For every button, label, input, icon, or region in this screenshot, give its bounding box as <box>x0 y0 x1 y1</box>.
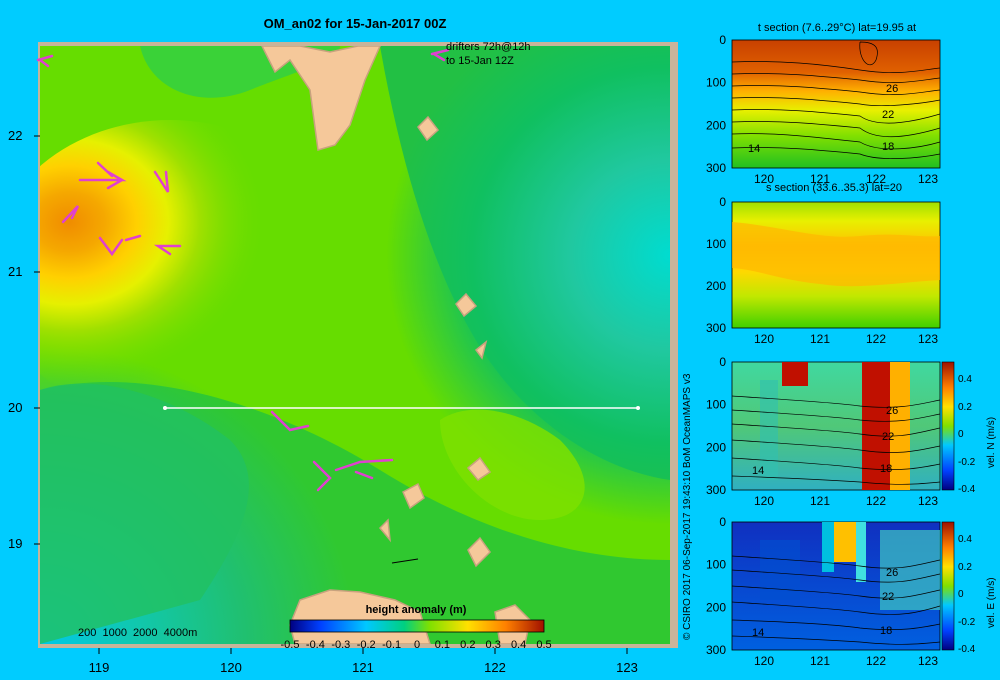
t-section-title: t section (7.6..29°C) lat=19.95 at <box>758 22 916 34</box>
vn-cbar-tick-3: -0.2 <box>958 457 976 468</box>
x-tick-122: 122 <box>484 660 506 675</box>
panel-y-tick: 200 <box>706 118 726 132</box>
panel-y-tick: 0 <box>719 33 726 47</box>
colorbar-tick: 0.3 <box>486 639 501 651</box>
panel-x-tick: 121 <box>810 332 830 346</box>
credit-text: © CSIRO 2017 06-Sep-2017 19:43:10 BoM Oc… <box>682 373 693 640</box>
vn-contour-18: 18 <box>880 463 892 475</box>
vn-cbar-tick-0: 0.4 <box>958 374 972 385</box>
colorbar-tick: 0.1 <box>435 639 450 651</box>
colorbar-tick: -0.3 <box>331 639 350 651</box>
panel-x-tick: 120 <box>754 494 774 508</box>
x-tick-123: 123 <box>616 660 638 675</box>
panel-y-tick: 0 <box>719 195 726 209</box>
main-map-y-ticks: 22 21 20 19 <box>8 128 22 551</box>
y-tick-22: 22 <box>8 128 22 143</box>
panel-x-tick: 121 <box>810 654 830 668</box>
s-section-panel <box>731 201 941 329</box>
ve-cbar-label: vel. E (m/s) <box>986 577 997 628</box>
main-map-x-ticks: 119 120 121 122 123 <box>89 660 638 675</box>
panel-x-tick: 122 <box>866 332 886 346</box>
ve-cbar-tick-0: 0.4 <box>958 534 972 545</box>
panel-y-tick: 200 <box>706 600 726 614</box>
panel-x-tick: 121 <box>810 172 830 186</box>
drifter-note-line1: drifters 72h@12h <box>446 41 531 53</box>
vn-contour-22: 22 <box>882 431 894 443</box>
colorbar-tick: 0.5 <box>536 639 551 651</box>
height-anomaly-field <box>40 46 670 644</box>
panel-x-tick: 123 <box>918 494 938 508</box>
s-section-title: s section (33.6..35.3) lat=20 <box>766 182 902 194</box>
panel-y-tick: 300 <box>706 643 726 657</box>
panel-y-tick: 100 <box>706 398 726 412</box>
y-tick-20: 20 <box>8 400 22 415</box>
panel-y-tick: 100 <box>706 237 726 251</box>
x-tick-120: 120 <box>220 660 242 675</box>
ve-contour-18: 18 <box>880 625 892 637</box>
vn-cbar-label: vel. N (m/s) <box>986 417 997 468</box>
panel-x-tick: 120 <box>754 332 774 346</box>
panel-y-tick: 300 <box>706 483 726 497</box>
panel-x-tick: 123 <box>918 332 938 346</box>
y-tick-19: 19 <box>8 536 22 551</box>
y-tick-21: 21 <box>8 264 22 279</box>
panel-y-tick: 200 <box>706 440 726 454</box>
ve-contour-26: 26 <box>886 567 898 579</box>
panel-y-tick: 0 <box>719 355 726 369</box>
panel-y-tick: 100 <box>706 76 726 90</box>
ve-cbar-tick-1: 0.2 <box>958 562 972 573</box>
t-contour-26: 26 <box>886 83 898 95</box>
colorbar-tick: 0.2 <box>460 639 475 651</box>
colorbar <box>289 619 545 633</box>
drifter-tracks <box>36 48 450 492</box>
panel-x-tick: 121 <box>810 494 830 508</box>
x-tick-121: 121 <box>352 660 374 675</box>
vel-n-panel: 26 22 18 14 0.4 0.2 0 -0.2 -0.4 vel. N (… <box>731 361 997 495</box>
depth-legend: 200 1000 2000 4000m <box>78 627 197 639</box>
colorbar-tick: 0 <box>414 639 420 651</box>
ve-cbar-tick-3: -0.2 <box>958 617 976 628</box>
vn-cbar-tick-1: 0.2 <box>958 402 972 413</box>
panel-x-tick: 123 <box>918 654 938 668</box>
t-contour-14: 14 <box>748 143 760 155</box>
colorbar-ticks: -0.5 -0.4 -0.3 -0.2 -0.1 0 0.1 0.2 0.3 0.4 0.5 <box>281 639 552 651</box>
t-section-panel: 26 22 18 14 <box>731 39 941 169</box>
panel-y-tick: 300 <box>706 161 726 175</box>
ve-contour-22: 22 <box>882 591 894 603</box>
section-line <box>163 406 640 410</box>
ve-cbar-tick-2: 0 <box>958 589 964 600</box>
main-map-title: OM_an02 for 15-Jan-2017 00Z <box>264 16 447 31</box>
vn-contour-26: 26 <box>886 405 898 417</box>
vn-cbar-tick-2: 0 <box>958 429 964 440</box>
colorbar-title: height anomaly (m) <box>366 604 467 616</box>
ve-cbar-tick-4: -0.4 <box>958 644 976 655</box>
panel-x-tick: 120 <box>754 172 774 186</box>
panel-x-tick: 120 <box>754 654 774 668</box>
colorbar-tick: -0.4 <box>306 639 325 651</box>
panel-x-tick: 122 <box>866 172 886 186</box>
section-panel-axes: 0 100 200 300 120 121 122 123 0 100 200 300 120 121 12… <box>706 33 938 668</box>
panel-x-tick: 122 <box>866 494 886 508</box>
panel-y-tick: 100 <box>706 558 726 572</box>
colorbar-tick: -0.1 <box>382 639 401 651</box>
ve-contour-14: 14 <box>752 627 764 639</box>
colorbar-tick: -0.5 <box>281 639 300 651</box>
panel-y-tick: 0 <box>719 515 726 529</box>
colorbar-tick: 0.4 <box>511 639 526 651</box>
drifter-note-line2: to 15-Jan 12Z <box>446 55 514 67</box>
colorbar-tick: -0.2 <box>357 639 376 651</box>
vn-contour-14: 14 <box>752 465 764 477</box>
vn-cbar-tick-4: -0.4 <box>958 484 976 495</box>
panel-y-tick: 200 <box>706 279 726 293</box>
panel-x-tick: 122 <box>866 654 886 668</box>
t-contour-22: 22 <box>882 109 894 121</box>
panel-x-tick: 123 <box>918 172 938 186</box>
panel-y-tick: 300 <box>706 321 726 335</box>
x-tick-119: 119 <box>89 660 110 675</box>
t-contour-18: 18 <box>882 141 894 153</box>
vel-e-panel: 26 22 18 14 0.4 0.2 0 -0.2 -0.4 vel. E (… <box>731 521 997 655</box>
